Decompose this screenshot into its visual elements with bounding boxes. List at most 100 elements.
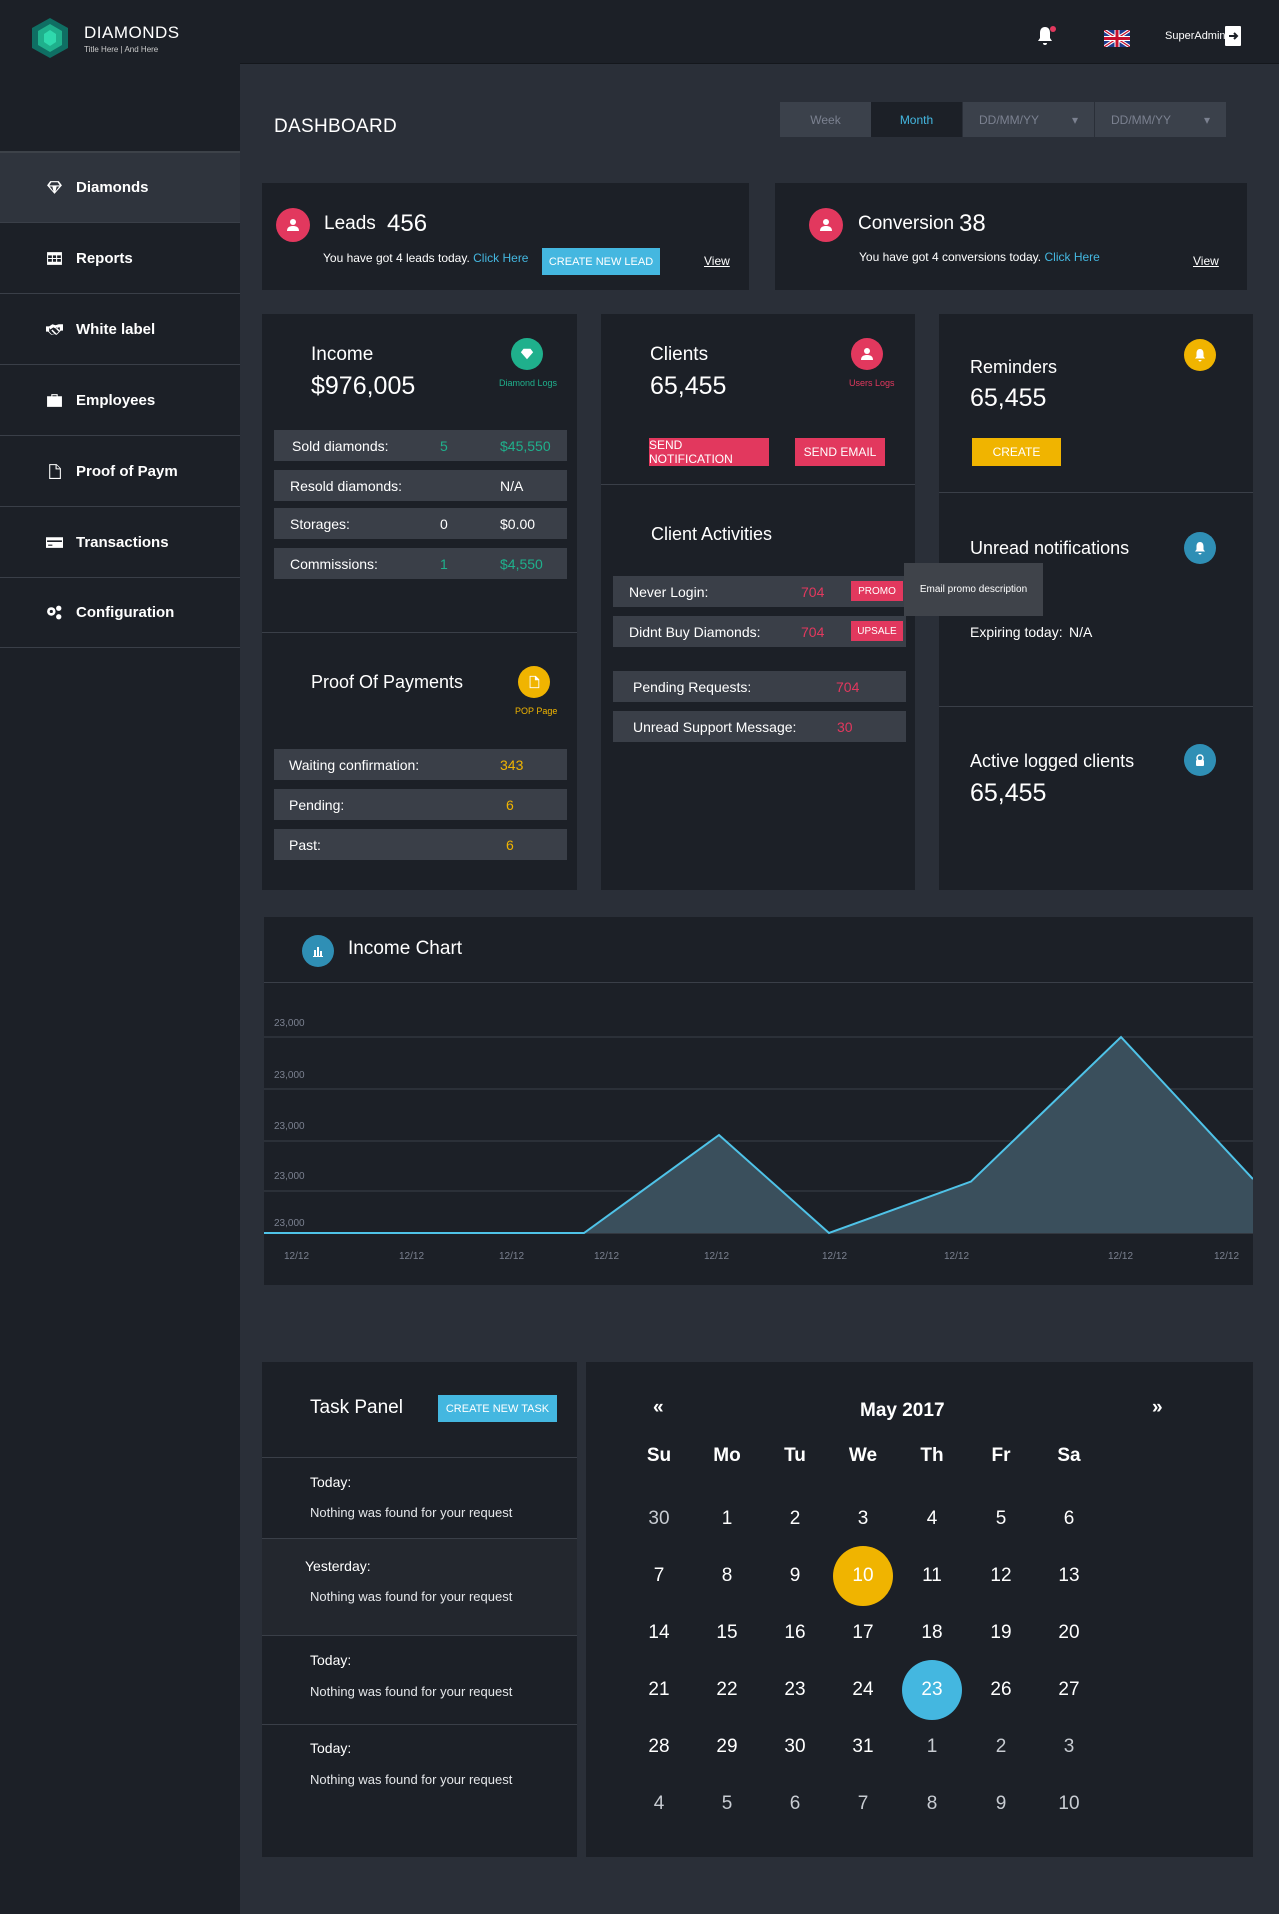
diamond-logs-link[interactable]: Diamond Logs [499,378,558,388]
calendar-day[interactable]: 9 [995,1793,1007,1814]
calendar-day[interactable]: 6 [789,1793,801,1814]
date-to-select[interactable]: DD/MM/YY ▾ [1094,102,1226,137]
filter-month-button[interactable]: Month [871,102,962,137]
calendar-next-button[interactable]: » [1152,1397,1163,1418]
calendar-day[interactable]: 1 [721,1508,733,1529]
upsale-tag-button[interactable]: UPSALE [851,621,903,641]
logout-icon[interactable] [1225,26,1241,46]
income-row-label: Sold diamonds: [292,437,389,454]
calendar-day[interactable]: 31 [852,1736,874,1757]
calendar-day[interactable]: 24 [852,1679,874,1700]
calendar-day[interactable]: 16 [784,1622,806,1643]
calendar-day[interactable]: 12 [990,1565,1012,1586]
activity-row: Pending Requests: 704 [613,671,906,702]
conversion-view-link[interactable]: View [1193,254,1219,268]
calendar-day[interactable]: 3 [1063,1736,1075,1757]
send-email-button[interactable]: SEND EMAIL [795,438,885,466]
calendar-day[interactable]: 7 [857,1793,869,1814]
uk-flag-icon[interactable] [1104,30,1130,47]
date-from-select[interactable]: DD/MM/YY ▾ [962,102,1094,137]
calendar-day[interactable]: 8 [926,1793,938,1814]
leads-view-link[interactable]: View [704,254,730,268]
calendar-day[interactable]: 5 [721,1793,733,1814]
calendar-day[interactable]: 2 [789,1508,801,1529]
create-new-task-button[interactable]: CREATE NEW TASK [438,1395,557,1422]
calendar-day[interactable]: 10 [833,1546,893,1606]
calendar-day[interactable]: 27 [1058,1679,1080,1700]
calendar-day[interactable]: 7 [653,1565,665,1586]
leads-click-here-link[interactable]: Click Here [473,251,529,265]
task-item-highlight[interactable] [262,1539,577,1635]
calendar-day[interactable]: 13 [1058,1565,1080,1586]
sidebar-item-reports[interactable]: Reports [0,222,240,293]
clients-card: Clients 65,455 Users Logs SEND NOTIFICAT… [601,314,915,890]
calendar-day[interactable]: 14 [648,1622,670,1643]
bar-chart-icon [302,935,334,967]
calendar-day[interactable]: 30 [784,1736,806,1757]
send-notification-button[interactable]: SEND NOTIFICATION [649,438,769,466]
calendar-day[interactable]: 11 [922,1565,942,1586]
create-new-lead-button[interactable]: CREATE NEW LEAD [542,248,660,275]
calendar-day[interactable]: 21 [648,1679,670,1700]
create-reminder-button[interactable]: CREATE [972,438,1061,466]
diamond-icon [511,338,543,370]
pop-title: Proof Of Payments [311,672,464,692]
calendar-day[interactable]: 9 [789,1565,801,1586]
leads-title: Leads [324,213,376,234]
calendar-month-title[interactable]: May 2017 [860,1400,945,1421]
conversion-text: You have got 4 conversions today. Click … [859,250,1100,264]
calendar-day[interactable]: 15 [716,1622,738,1643]
brand-logo[interactable]: DIAMONDS Title Here | And Here [28,16,180,60]
calendar-day[interactable]: 17 [852,1622,874,1643]
calendar-day[interactable]: 23 [902,1660,962,1720]
income-amount: $976,005 [311,372,416,400]
leads-count: 456 [387,210,428,237]
sidebar-item-transactions[interactable]: Transactions [0,506,240,577]
calendar-day[interactable]: 28 [648,1736,670,1757]
sidebar-item-label: Employees [76,391,156,409]
calendar-dow: Mo [713,1445,741,1466]
sidebar-item-diamonds[interactable]: Diamonds [0,151,240,222]
calendar-day[interactable]: 26 [990,1679,1012,1700]
task-day: Yesterday: [305,1558,371,1574]
calendar-day[interactable]: 6 [1063,1508,1075,1529]
calendar-day[interactable]: 19 [990,1622,1012,1643]
calendar-prev-button[interactable]: « [653,1397,664,1418]
calendar-day[interactable]: 4 [926,1508,938,1529]
pop-page-link[interactable]: POP Page [515,706,558,716]
sidebar-item-proof-of-payment[interactable]: Proof of Paym [0,435,240,506]
calendar-day[interactable]: 18 [921,1622,943,1643]
pop-row-value: 6 [506,796,514,813]
calendar-day[interactable]: 8 [721,1565,733,1586]
briefcase-icon [47,393,62,407]
notification-bell-icon[interactable] [1036,26,1054,46]
promo-tag-button[interactable]: PROMO [851,581,903,601]
conversion-click-here-link[interactable]: Click Here [1044,250,1100,264]
calendar-day[interactable]: 29 [716,1736,738,1757]
user-name[interactable]: SuperAdmin [1165,30,1226,42]
active-clients-count: 65,455 [970,779,1047,807]
task-text: Nothing was found for your request [310,1684,513,1699]
date-filters: Week Month DD/MM/YY ▾ DD/MM/YY ▾ [780,102,1226,137]
sidebar-item-configuration[interactable]: Configuration [0,577,240,648]
income-title: Income [311,344,374,365]
task-panel-title: Task Panel [310,1397,403,1418]
sidebar-item-label: White label [76,320,156,338]
calendar-day[interactable]: 3 [857,1508,869,1529]
calendar-day[interactable]: 23 [784,1679,806,1700]
users-logs-link[interactable]: Users Logs [849,378,895,388]
calendar-day[interactable]: 30 [648,1508,670,1529]
activity-row: Never Login: 704 PROMO [613,576,906,607]
calendar-day[interactable]: 5 [995,1508,1007,1529]
filter-week-button[interactable]: Week [780,102,871,137]
calendar-day[interactable]: 1 [926,1736,938,1757]
calendar-day[interactable]: 4 [653,1793,665,1814]
sidebar-item-employees[interactable]: Employees [0,364,240,435]
calendar-day[interactable]: 20 [1058,1622,1080,1643]
calendar-dow: Fr [991,1445,1011,1466]
calendar-day[interactable]: 2 [995,1736,1007,1757]
sidebar-item-white-label[interactable]: White label [0,293,240,364]
calendar-day[interactable]: 22 [716,1679,738,1700]
calendar-day[interactable]: 10 [1058,1793,1080,1814]
income-row-value: $45,550 [500,437,551,454]
